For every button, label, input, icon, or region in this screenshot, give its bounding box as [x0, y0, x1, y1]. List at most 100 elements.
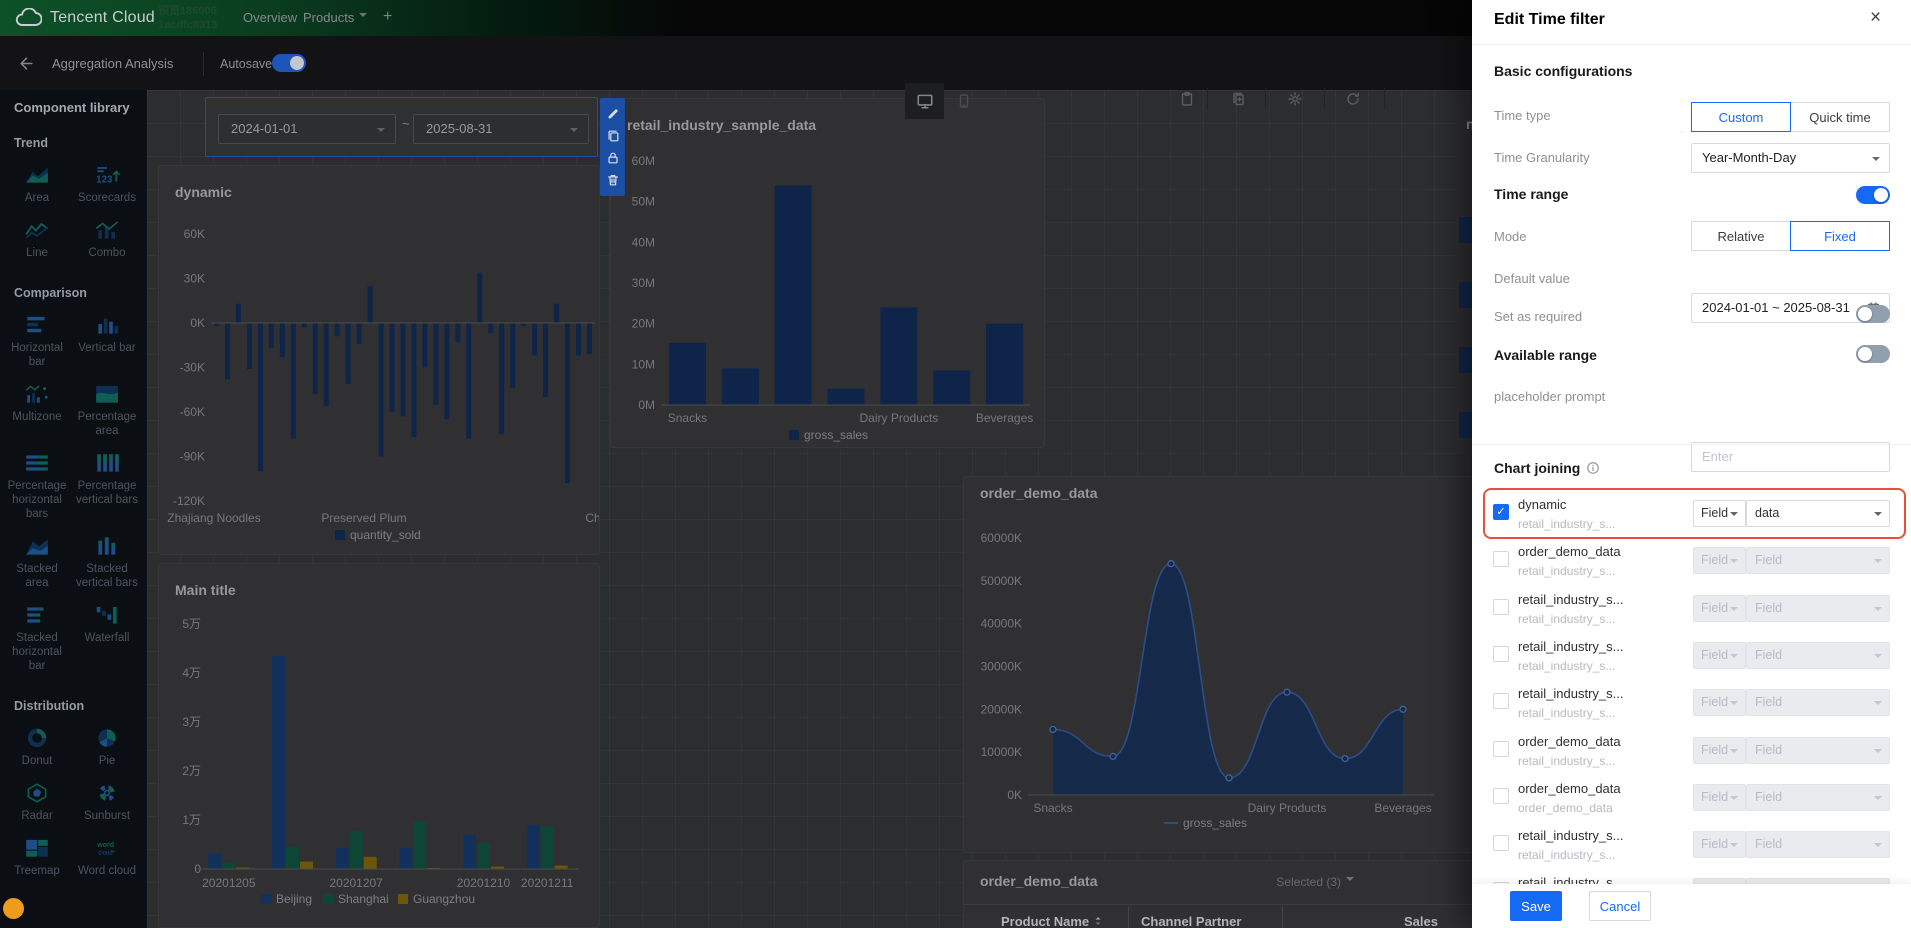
column-sales[interactable]: Sales	[1404, 914, 1438, 928]
edit-widget-icon[interactable]	[606, 107, 620, 121]
clipboard-icon[interactable]	[1179, 91, 1195, 107]
table-card-order-demo[interactable]: order_demo_data Selected (3) Product Nam…	[963, 860, 1475, 928]
field-value-select: Field	[1746, 689, 1890, 717]
waterfall-icon	[94, 604, 120, 626]
sidebar-item-horizontal-bar[interactable]: Horizontal bar	[2, 308, 72, 377]
copy-widget-icon[interactable]	[606, 129, 620, 143]
dataset-name: retail_industry_s...	[1518, 564, 1616, 579]
svg-text:Cheese: Cheese	[585, 511, 600, 525]
checkbox-checked[interactable]: ✓	[1493, 504, 1509, 520]
sidebar-item-combo[interactable]: Combo	[72, 213, 142, 268]
checkbox-unchecked[interactable]	[1493, 598, 1509, 615]
start-date-select[interactable]: 2024-01-01	[218, 114, 396, 144]
cancel-button[interactable]: Cancel	[1589, 891, 1651, 921]
sidebar-item-label: Combo	[88, 247, 126, 259]
chevron-down-icon	[1872, 157, 1880, 165]
refresh-icon[interactable]	[1345, 91, 1361, 107]
sidebar-item-stacked-vertical-bars[interactable]: Stacked vertical bars	[72, 529, 142, 598]
checkbox-unchecked[interactable]	[1493, 740, 1509, 757]
sidebar-item-scorecards[interactable]: 123 Scorecards	[72, 158, 142, 213]
sidebar-item-vertical-bar[interactable]: Vertical bar	[72, 308, 142, 377]
sidebar-item-multizone[interactable]: Multizone	[2, 377, 72, 446]
tencent-cloud-logo[interactable]: Tencent Cloud	[14, 8, 155, 28]
checkbox-unchecked[interactable]	[1493, 551, 1509, 568]
time-type-quick-button[interactable]: Quick time	[1790, 102, 1890, 132]
chart-card-order-area[interactable]: order_demo_data 60000K 50000K 40000K 30000K…	[963, 476, 1475, 853]
partially-hidden-chart-card[interactable]: n	[1456, 104, 1474, 455]
checkbox-unchecked[interactable]	[1493, 645, 1509, 662]
widget-action-toolbar	[600, 98, 625, 196]
sidebar-item-label: Radar	[21, 810, 53, 822]
checkbox-unchecked[interactable]	[1493, 693, 1509, 710]
sidebar-item-radar[interactable]: Radar	[2, 776, 72, 831]
sidebar-item-stacked-horizontal-bar[interactable]: Stacked horizontal bar	[2, 598, 72, 681]
nav-products[interactable]: Products	[303, 10, 368, 25]
table-header-row: Product Name Channel Partner Sales	[964, 904, 1474, 928]
available-range-toggle[interactable]	[1856, 345, 1890, 363]
chart-joining-row: order_demo_data retail_industry_s... Field…	[1472, 542, 1911, 589]
svg-text:Beverages: Beverages	[1374, 801, 1431, 815]
field-value-select[interactable]: data	[1746, 500, 1890, 527]
sidebar-item-donut[interactable]: Donut	[2, 721, 72, 776]
desktop-view-button[interactable]	[905, 83, 944, 119]
time-range-toggle[interactable]	[1856, 186, 1890, 204]
field-type-select[interactable]: Field	[1693, 500, 1746, 527]
checkbox-unchecked[interactable]	[1493, 835, 1509, 852]
save-button[interactable]: Save	[1510, 891, 1562, 921]
sort-icon[interactable]	[1093, 915, 1103, 927]
sidebar-item-percentage-area[interactable]: Percentage area	[72, 377, 142, 446]
close-icon[interactable]: ×	[1870, 7, 1882, 28]
sidebar-item-waterfall[interactable]: Waterfall	[72, 598, 142, 681]
combo-icon	[94, 219, 120, 241]
lock-widget-icon[interactable]	[606, 151, 620, 165]
sidebar-item-word-cloud[interactable]: word cloud w Word cloud	[72, 831, 142, 886]
time-type-custom-button[interactable]: Custom	[1691, 102, 1791, 132]
back-button[interactable]	[18, 55, 35, 72]
sidebar-item-label: Horizontal bar	[11, 342, 63, 368]
chart-card-main-title[interactable]: Main title 5万 4万 3万 2万 1万 0 20201205 20201207 20…	[158, 563, 600, 928]
sidebar-item-sunburst[interactable]: Sunburst	[72, 776, 142, 831]
sidebar-item-pie[interactable]: Pie	[72, 721, 142, 776]
selected-dropdown[interactable]: Selected (3)	[1276, 875, 1354, 889]
mobile-view-button[interactable]	[944, 83, 983, 119]
sidebar-item-line[interactable]: Line	[2, 213, 72, 268]
divider	[1207, 88, 1208, 110]
floating-helper-button[interactable]	[3, 898, 24, 919]
delete-widget-icon[interactable]	[606, 173, 620, 187]
chart-card-retail[interactable]: retail_industry_sample_data 60M 50M 40M 30M…	[610, 98, 1045, 448]
radar-icon	[24, 782, 50, 804]
field-value-select: Field	[1746, 547, 1890, 575]
column-channel-partner[interactable]: Channel Partner	[1141, 914, 1242, 928]
info-icon[interactable]	[1586, 461, 1600, 475]
field-value-select: Field	[1746, 594, 1890, 622]
granularity-select[interactable]: Year-Month-Day	[1691, 143, 1890, 173]
sidebar-item-label: Line	[26, 247, 48, 259]
sidebar-item-area[interactable]: Area	[2, 158, 72, 213]
placeholder-prompt-input[interactable]: Enter	[1691, 442, 1890, 472]
time-filter-widget[interactable]: 2024-01-01 ~ 2025-08-31	[205, 97, 598, 157]
autosave-toggle[interactable]	[272, 54, 306, 72]
sidebar-item-percentage-vertical-bars[interactable]: Percentage vertical bars	[72, 446, 142, 529]
stacked-horizontal-bar-icon	[24, 604, 50, 626]
mode-relative-button[interactable]: Relative	[1691, 221, 1791, 251]
end-date-select[interactable]: 2025-08-31	[413, 114, 589, 144]
nav-overview[interactable]: Overview	[243, 10, 298, 25]
svg-text:50M: 50M	[632, 195, 655, 209]
add-tab-button[interactable]: +	[383, 8, 393, 25]
sidebar-item-treemap[interactable]: Treemap	[2, 831, 72, 886]
set-required-toggle[interactable]	[1856, 305, 1890, 323]
copy-doc-icon[interactable]	[1230, 91, 1246, 107]
sidebar-item-label: Scorecards	[77, 192, 137, 204]
brand-name: Tencent Cloud	[50, 9, 155, 26]
checkbox-unchecked[interactable]	[1493, 787, 1509, 804]
sidebar-item-stacked-area[interactable]: Stacked area	[2, 529, 72, 598]
chart-joining-row: retail_industry_s... retail_industry_s...…	[1472, 637, 1911, 684]
chevron-down-icon	[359, 13, 368, 21]
mode-fixed-button[interactable]: Fixed	[1790, 221, 1890, 251]
chart-card-dynamic[interactable]: dynamic 60K 30K 0K -30K -60K -90K -120K Zhajian…	[158, 165, 600, 555]
svg-text:gross_sales: gross_sales	[1183, 816, 1247, 830]
sidebar-item-percentage-horizontal-bars[interactable]: Percentage horizontal bars	[2, 446, 72, 529]
gear-icon[interactable]	[1287, 91, 1303, 107]
dashboard-title: Aggregation Analysis	[52, 56, 174, 71]
column-product-name[interactable]: Product Name	[1001, 914, 1103, 928]
